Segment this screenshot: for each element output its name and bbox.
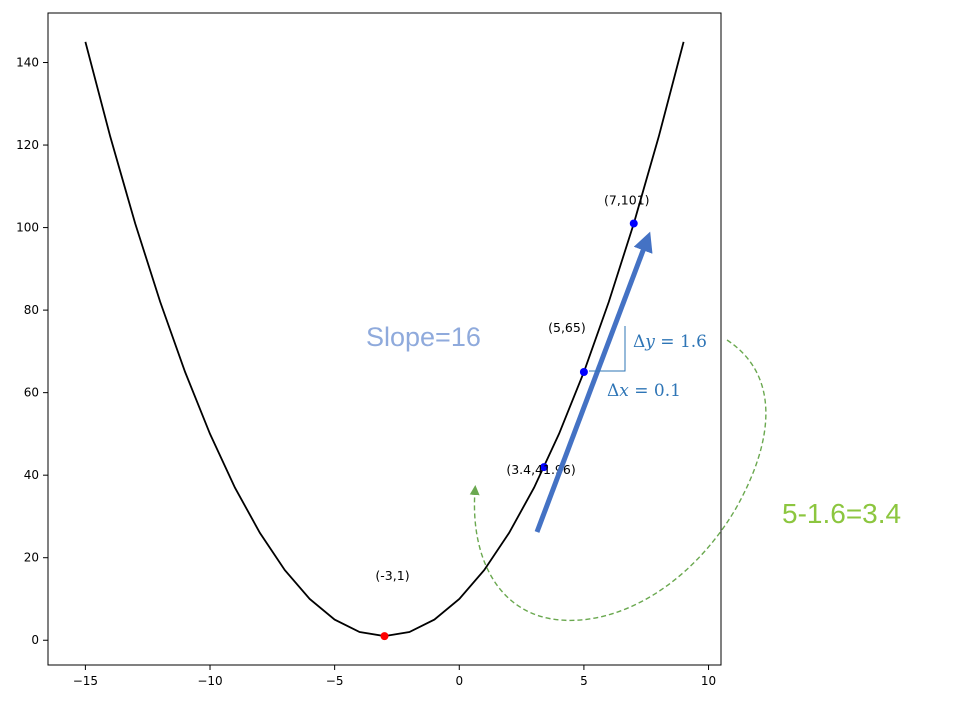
x-tick-label: −10	[197, 674, 222, 688]
y-tick-label: 60	[24, 386, 39, 400]
x-tick-label: 0	[455, 674, 463, 688]
delta-triangle	[589, 326, 626, 372]
result-annotation: 5-1.6=3.4	[782, 498, 901, 529]
slope-annotation: Slope=16	[366, 322, 481, 352]
y-tick-label: 0	[31, 633, 39, 647]
point-label: (3.4,41.96)	[506, 462, 575, 477]
delta-x-annotation: Δx = 0.1	[607, 381, 681, 401]
point-marker	[629, 219, 638, 228]
x-tick-label: −15	[73, 674, 98, 688]
y-tick-label: 120	[16, 138, 39, 152]
y-tick-label: 20	[24, 551, 39, 565]
point-label: (7,101)	[604, 192, 650, 207]
point-marker	[579, 368, 588, 377]
curved-dashed-arrow	[469, 339, 767, 622]
tangent-arrow	[534, 231, 653, 533]
x-tick-label: 10	[701, 674, 716, 688]
y-tick-label: 40	[24, 468, 39, 482]
x-axis-ticks: −15 −10 −5 0 5 10	[73, 665, 716, 688]
point-marker	[380, 632, 389, 641]
point-label: (-3,1)	[375, 568, 409, 583]
x-tick-label: −5	[326, 674, 344, 688]
y-tick-label: 140	[16, 56, 39, 70]
plot-frame	[47, 12, 722, 666]
delta-y-annotation: Δy = 1.6	[633, 332, 707, 352]
x-tick-label: 5	[580, 674, 588, 688]
y-axis-ticks: 0 20 40 60 80 100 120 140	[16, 56, 48, 647]
y-tick-label: 80	[24, 303, 39, 317]
point-marker	[540, 463, 549, 472]
point-label: (5,65)	[548, 320, 586, 335]
y-tick-label: 100	[16, 221, 39, 235]
highlight-points: (-3,1) (3.4,41.96) (5,65) (7,101)	[375, 192, 650, 641]
